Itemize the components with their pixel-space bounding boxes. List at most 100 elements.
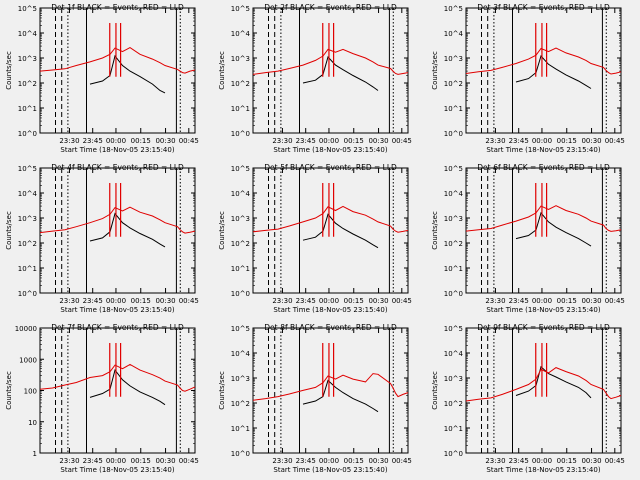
series-lld [39, 206, 196, 234]
y-tick-label: 10000 [15, 325, 37, 333]
chart-panel-1: 10^0 10^1 10^2 10^3 10^4 10^5 23:30 23:45 00:00 0… [5, 3, 199, 154]
y-tick-label: 10^0 [444, 290, 463, 298]
x-tick-label: 23:30 [59, 297, 79, 305]
x-axis-label: Start Time (18-Nov-05 23:15:40) [273, 466, 387, 474]
y-tick-label: 10^3 [444, 375, 463, 383]
x-tick-label: 23:45 [296, 137, 316, 145]
y-tick-label: 10^1 [18, 105, 37, 113]
x-tick-label: 23:30 [485, 137, 505, 145]
x-tick-label: 23:30 [59, 457, 79, 465]
x-tick-label: 00:15 [131, 137, 151, 145]
x-tick-label: 00:00 [532, 457, 552, 465]
x-tick-label: 00:15 [344, 137, 364, 145]
y-tick-label: 10^2 [444, 80, 463, 88]
y-tick-label: 10^1 [444, 265, 463, 273]
series-events [515, 211, 592, 247]
x-tick-label: 00:15 [131, 457, 151, 465]
y-tick-label: 10^0 [231, 450, 250, 458]
x-tick-label: 00:30 [368, 297, 388, 305]
y-tick-label: 100 [24, 388, 37, 396]
y-tick-label: 10^5 [444, 325, 463, 333]
y-tick-label: 10^1 [231, 265, 250, 273]
chart-panel-3: 10^0 10^1 10^2 10^3 10^4 10^5 23:30 23:45 00:00 0… [431, 3, 625, 154]
series-events [302, 379, 379, 413]
y-tick-label: 10^4 [231, 30, 251, 38]
plot-frame [252, 167, 409, 294]
x-tick-label: 00:15 [557, 137, 577, 145]
series-events [515, 365, 592, 399]
x-axis-label: Start Time (18-Nov-05 23:15:40) [486, 306, 600, 314]
x-axis-label: Start Time (18-Nov-05 23:15:40) [486, 466, 600, 474]
y-tick-label: 10^5 [18, 165, 37, 173]
x-tick-label: 23:30 [272, 297, 292, 305]
x-axis-label: Start Time (18-Nov-05 23:15:40) [60, 466, 174, 474]
x-tick-label: 00:45 [605, 137, 625, 145]
x-tick-label: 00:15 [344, 297, 364, 305]
x-tick-label: 23:30 [272, 137, 292, 145]
y-tick-label: 1 [33, 450, 37, 458]
x-tick-label: 00:15 [557, 297, 577, 305]
y-tick-label: 10^1 [444, 105, 463, 113]
chart-title: Det-2f BLACK = Events, RED = LLD [264, 3, 397, 12]
chart-title: Det-4f BLACK = Events, RED = LLD [51, 163, 184, 172]
x-tick-label: 23:45 [509, 297, 529, 305]
chart-title: Det-6f BLACK = Events, RED = LLD [477, 163, 610, 172]
y-tick-label: 10^4 [444, 350, 464, 358]
chart-panel-7: 1 10 100 1000 10000 23:30 23:45 00:00 00:15 00:30… [5, 323, 199, 474]
x-tick-label: 23:30 [485, 297, 505, 305]
y-tick-label: 10^3 [444, 215, 463, 223]
x-tick-label: 23:45 [83, 297, 103, 305]
x-tick-label: 00:15 [557, 457, 577, 465]
plot-frame [39, 327, 196, 454]
series-events [89, 212, 166, 248]
y-tick-label: 10^5 [444, 5, 463, 13]
x-tick-label: 00:45 [179, 457, 199, 465]
y-tick-label: 10^2 [231, 240, 250, 248]
series-lld [465, 205, 622, 232]
y-tick-label: 10^2 [18, 240, 37, 248]
x-tick-label: 00:15 [131, 297, 151, 305]
y-tick-label: 10^4 [18, 30, 38, 38]
y-tick-label: 10 [28, 419, 37, 427]
x-tick-label: 00:00 [319, 297, 339, 305]
chart-panel-5: 10^0 10^1 10^2 10^3 10^4 10^5 23:30 23:45 00:00 0… [218, 163, 412, 314]
y-tick-label: 10^0 [444, 450, 463, 458]
x-tick-label: 23:45 [509, 457, 529, 465]
series-lld [252, 48, 409, 75]
x-axis-label: Start Time (18-Nov-05 23:15:40) [60, 146, 174, 154]
plot-frame [252, 7, 409, 134]
y-axis-label: Counts/sec [218, 211, 226, 250]
y-tick-label: 10^3 [18, 55, 37, 63]
series-lld [465, 367, 622, 402]
y-axis-label: Counts/sec [431, 51, 439, 90]
plot-frame [39, 7, 196, 134]
x-tick-label: 00:30 [368, 137, 388, 145]
series-lld [252, 205, 409, 233]
chart-panel-2: 10^0 10^1 10^2 10^3 10^4 10^5 23:30 23:45 00:00 0… [218, 3, 412, 154]
y-tick-label: 10^0 [231, 130, 250, 138]
y-tick-label: 10^4 [231, 350, 251, 358]
y-tick-label: 10^0 [18, 290, 37, 298]
y-tick-label: 10^0 [18, 130, 37, 138]
plot-frame [465, 7, 622, 134]
x-tick-label: 23:30 [485, 457, 505, 465]
x-tick-label: 00:00 [319, 137, 339, 145]
chart-title: Det-1f BLACK = Events, RED = LLD [51, 3, 184, 12]
y-tick-label: 10^1 [444, 425, 463, 433]
y-tick-label: 10^5 [231, 165, 250, 173]
plot-frame [39, 167, 196, 294]
chart-title: Det-8f BLACK = Events, RED = LLD [264, 323, 397, 332]
x-tick-label: 00:30 [155, 457, 175, 465]
x-tick-label: 23:45 [296, 297, 316, 305]
x-tick-label: 00:45 [605, 457, 625, 465]
chart-panel-9: 10^0 10^1 10^2 10^3 10^4 10^5 23:30 23:45 00:00 0… [431, 323, 625, 474]
y-tick-label: 10^3 [231, 375, 250, 383]
y-tick-label: 10^4 [444, 30, 464, 38]
x-tick-label: 23:45 [83, 137, 103, 145]
chart-panel-8: 10^0 10^1 10^2 10^3 10^4 10^5 23:30 23:45 00:00 0… [218, 323, 412, 474]
x-tick-label: 00:15 [344, 457, 364, 465]
x-tick-label: 00:30 [581, 457, 601, 465]
x-tick-label: 00:00 [106, 457, 126, 465]
